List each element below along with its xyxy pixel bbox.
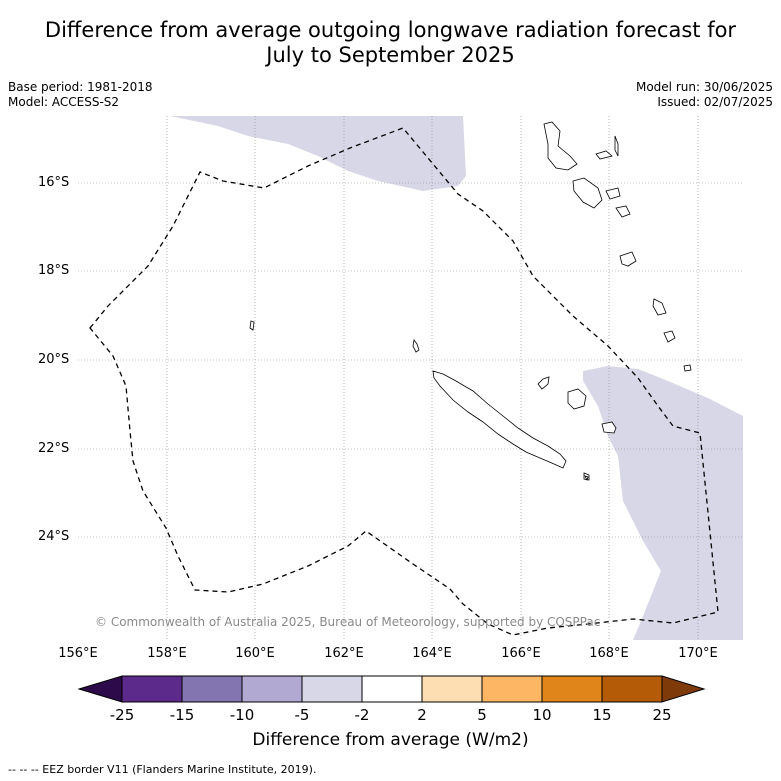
lat-label-20s: 20°S (38, 352, 70, 367)
colorbar-bin-5 (361, 675, 423, 703)
colorbar-bin-7 (481, 675, 543, 703)
meta-left: Base period: 1981-2018 Model: ACCESS-S2 (8, 80, 153, 110)
colorbar-bin-2 (181, 675, 243, 703)
model-name: Model: ACCESS-S2 (8, 95, 120, 109)
colorbar-tick: 5 (477, 706, 487, 724)
eez-legend-note: -- -- -- EEZ border V11 (Flanders Marine… (8, 763, 317, 776)
map-panel: © Commonwealth of Australia 2025, Bureau… (78, 116, 743, 640)
colorbar-tick: 25 (652, 706, 672, 724)
hunter-island (584, 475, 589, 482)
lifou-island (567, 388, 587, 410)
eez-border (89, 127, 719, 636)
lon-label-168e: 168°E (589, 646, 629, 661)
belep-island (412, 339, 420, 353)
colorbar-under-triangle (78, 675, 123, 703)
meta-right: Model run: 30/06/2025 Issued: 02/07/2025 (636, 80, 773, 110)
title-line-2: July to September 2025 (266, 43, 515, 67)
pentecost-island (614, 135, 619, 157)
lon-label-170e: 170°E (678, 646, 718, 661)
colorbar-tick: 10 (532, 706, 552, 724)
anomaly-shading (170, 116, 743, 640)
lat-label-22s: 22°S (38, 441, 70, 456)
title-line-1: Difference from average outgoing longwav… (44, 18, 737, 42)
lon-label-162e: 162°E (324, 646, 364, 661)
tanna-island (652, 298, 667, 316)
colorbar-over-triangle (661, 675, 706, 703)
epi-island (605, 187, 621, 200)
chesterfield-islet (249, 320, 255, 331)
colorbar-bin-3 (241, 675, 303, 703)
colorbar-bin-6 (421, 675, 483, 703)
model-run: Model run: 30/06/2025 (635, 80, 773, 94)
colorbar-tick: -15 (169, 706, 195, 724)
lat-label-16s: 16°S (38, 175, 70, 190)
efate-island (615, 205, 631, 218)
espiritu-santo-island (543, 121, 578, 171)
colorbar-tick: 2 (417, 706, 427, 724)
colorbar-tick: -25 (109, 706, 135, 724)
gridlines (78, 116, 743, 640)
mare-island (601, 421, 617, 434)
ouvea-island (537, 376, 550, 390)
matthew-island (683, 364, 692, 372)
erromango-island (619, 251, 637, 267)
colorbar-tick: -2 (354, 706, 370, 724)
coastlines (249, 121, 692, 482)
ambae-island (595, 150, 613, 160)
lat-label-18s: 18°S (38, 263, 70, 278)
base-period: Base period: 1981-2018 (8, 80, 153, 94)
lon-label-158e: 158°E (147, 646, 187, 661)
chart-title: Difference from average outgoing longwav… (0, 18, 781, 68)
lon-label-166e: 166°E (501, 646, 541, 661)
issued-date: Issued: 02/07/2025 (657, 95, 773, 109)
lon-label-160e: 160°E (235, 646, 275, 661)
colorbar-label: Difference from average (W/m2) (252, 730, 529, 750)
copyright-notice: © Commonwealth of Australia 2025, Bureau… (95, 615, 600, 629)
colorbar-tick: 15 (592, 706, 612, 724)
new-caledonia-island (432, 370, 567, 469)
lon-label-164e: 164°E (412, 646, 452, 661)
colorbar-tick: -10 (229, 706, 255, 724)
lon-label-156e: 156°E (58, 646, 98, 661)
colorbar-bin-4 (301, 675, 363, 703)
malakula-island (572, 177, 603, 209)
colorbar-tick: -5 (294, 706, 310, 724)
colorbar-bin-9 (601, 675, 663, 703)
aneityum-island (663, 330, 676, 343)
colorbar-bin-1 (121, 675, 183, 703)
colorbar-bin-8 (541, 675, 603, 703)
colorbar (78, 675, 706, 703)
lat-label-24s: 24°S (38, 529, 70, 544)
